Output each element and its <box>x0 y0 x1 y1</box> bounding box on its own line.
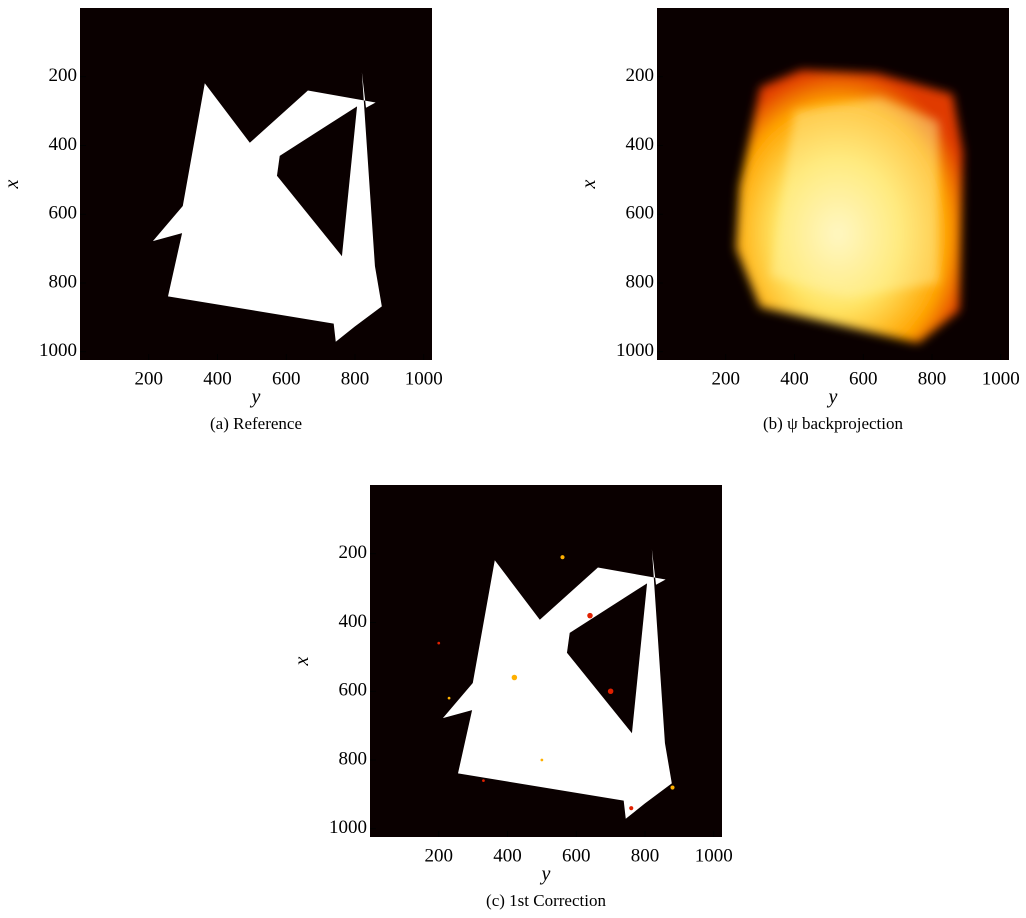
x-tick-label: 400 <box>780 368 809 389</box>
y-tick-label: 400 <box>49 134 78 155</box>
panel: 200 400 600 800 1000 200 400 600 800 1000 y x (c) 1s… <box>291 485 733 910</box>
panel: 200 400 600 800 1000 200 400 600 800 1000 y x (b) ψ … <box>578 8 1020 433</box>
image <box>437 549 675 819</box>
x-tick-label: 800 <box>631 845 660 866</box>
y-tick-label: 200 <box>49 65 78 86</box>
x-tick-label: 1000 <box>982 368 1020 389</box>
noise-speck <box>540 758 544 762</box>
x-axis-label: y <box>540 863 551 885</box>
y-tick-label: 600 <box>49 203 78 224</box>
y-axis-label: x <box>578 179 600 189</box>
x-tick-label: 800 <box>341 368 370 389</box>
x-axis-label: y <box>827 386 838 408</box>
noise-speck <box>670 785 675 790</box>
caption: (a) Reference <box>210 414 302 433</box>
y-tick-label: 1000 <box>616 340 654 361</box>
x-tick-label: 800 <box>918 368 947 389</box>
noise-speck <box>629 806 634 811</box>
noise-speck <box>607 688 614 694</box>
y-tick-label: 800 <box>339 748 368 769</box>
image-content <box>736 69 963 344</box>
y-tick-label: 200 <box>626 65 655 86</box>
x-tick-label: 400 <box>493 845 522 866</box>
noise-speck <box>437 641 441 645</box>
noise-speck <box>511 674 518 681</box>
noise-speck <box>447 696 451 700</box>
y-tick-label: 400 <box>626 134 655 155</box>
y-tick-label: 400 <box>339 611 368 632</box>
x-tick-label: 600 <box>562 845 591 866</box>
y-tick-label: 1000 <box>329 817 367 838</box>
y-axis-label: x <box>1 179 23 189</box>
x-tick-label: 200 <box>425 845 454 866</box>
y-tick-label: 1000 <box>39 340 77 361</box>
x-tick-label: 200 <box>712 368 741 389</box>
y-tick-label: 800 <box>49 271 78 292</box>
y-tick-label: 600 <box>626 203 655 224</box>
image-content <box>437 549 675 819</box>
x-tick-label: 1000 <box>405 368 443 389</box>
x-tick-label: 200 <box>135 368 164 389</box>
x-tick-label: 400 <box>203 368 232 389</box>
caption: (b) ψ backprojection <box>763 414 903 433</box>
backprojection-blob <box>770 97 939 297</box>
panel: 200 400 600 800 1000 200 400 600 800 1000 y x (a) Re… <box>1 8 443 433</box>
noise-speck <box>587 612 593 619</box>
noise-speck <box>482 779 485 782</box>
x-axis-label: y <box>250 386 261 408</box>
caption: (c) 1st Correction <box>486 891 606 910</box>
noise-speck <box>560 555 565 560</box>
y-tick-label: 200 <box>339 542 368 563</box>
image <box>736 69 963 344</box>
x-tick-label: 600 <box>272 368 301 389</box>
y-tick-label: 600 <box>339 680 368 701</box>
y-axis-label: x <box>291 656 313 666</box>
x-tick-label: 600 <box>849 368 878 389</box>
y-tick-label: 800 <box>626 271 655 292</box>
x-tick-label: 1000 <box>695 845 733 866</box>
